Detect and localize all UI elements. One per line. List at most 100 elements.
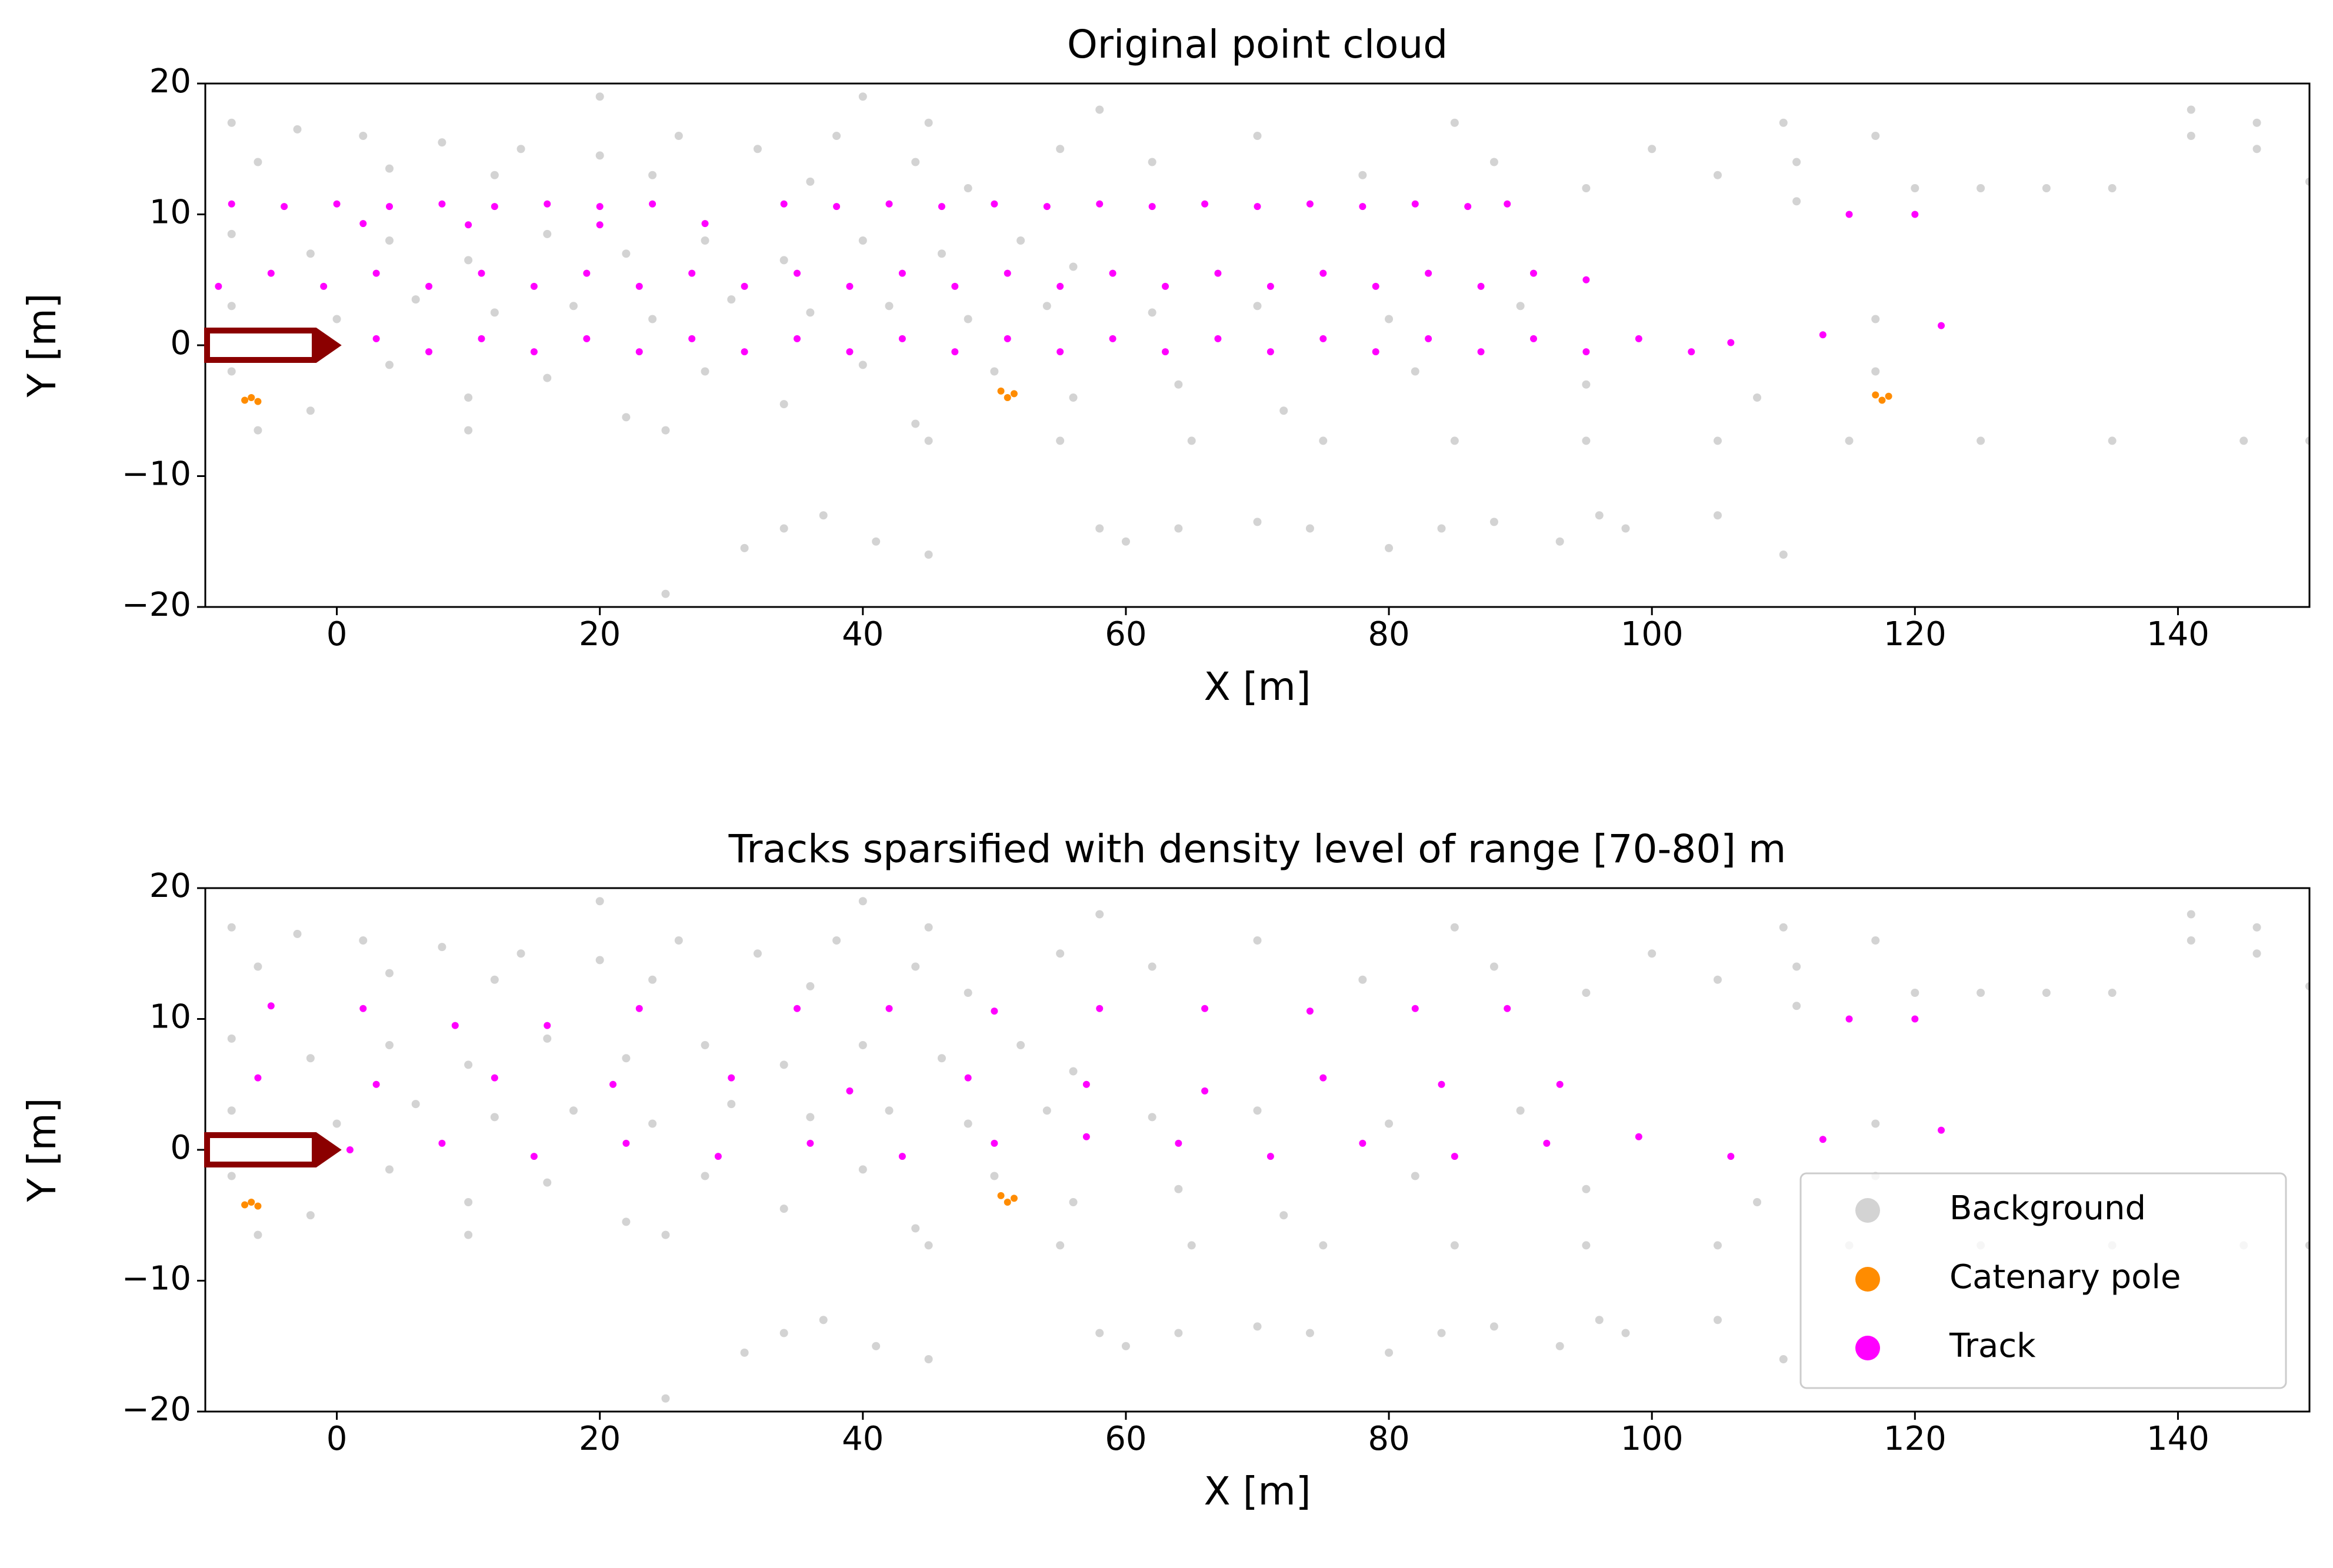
point xyxy=(779,1329,788,1337)
point xyxy=(1582,1185,1591,1193)
x-tick-label: 40 xyxy=(842,1420,884,1458)
point xyxy=(267,269,275,277)
point xyxy=(779,524,788,533)
point xyxy=(1082,1080,1090,1088)
point xyxy=(1109,269,1116,277)
point xyxy=(1911,211,1919,218)
point xyxy=(1042,1106,1051,1115)
point xyxy=(1253,132,1262,140)
point xyxy=(779,1060,788,1069)
point xyxy=(1582,380,1591,389)
x-tick-label: 140 xyxy=(2147,615,2209,653)
point xyxy=(464,1230,473,1239)
point xyxy=(1095,910,1104,919)
point xyxy=(385,164,394,173)
chart-title: Tracks sparsified with density level of … xyxy=(728,826,1787,872)
point xyxy=(227,229,236,238)
point xyxy=(1096,1005,1104,1012)
point xyxy=(596,221,604,229)
y-tick-label: 20 xyxy=(149,62,191,101)
point xyxy=(727,1100,736,1109)
point xyxy=(1010,390,1018,398)
point xyxy=(1489,518,1498,526)
point xyxy=(924,1241,933,1250)
point xyxy=(1437,1329,1446,1337)
point xyxy=(1516,302,1525,311)
point xyxy=(885,1005,893,1012)
point xyxy=(1635,335,1642,342)
point xyxy=(1489,962,1498,971)
point xyxy=(819,1316,828,1325)
point xyxy=(1543,1139,1551,1147)
point xyxy=(372,269,380,277)
point xyxy=(254,962,262,971)
point xyxy=(1713,171,1722,179)
point xyxy=(346,1146,354,1153)
point xyxy=(1529,335,1537,342)
point xyxy=(359,936,368,945)
point xyxy=(1582,184,1591,192)
point xyxy=(635,282,643,290)
point xyxy=(858,1041,867,1049)
point xyxy=(753,145,762,154)
x-tick-label: 40 xyxy=(842,615,884,653)
point xyxy=(1792,1002,1801,1010)
point xyxy=(1450,118,1459,127)
point xyxy=(530,282,538,290)
point xyxy=(794,1005,801,1012)
point xyxy=(688,335,696,342)
point xyxy=(359,132,368,140)
point xyxy=(248,394,255,401)
point xyxy=(1556,1080,1564,1088)
point xyxy=(478,335,485,342)
point xyxy=(701,367,709,376)
point xyxy=(543,229,552,238)
point xyxy=(241,396,249,404)
point xyxy=(411,1100,420,1109)
point xyxy=(727,295,736,304)
point xyxy=(2187,910,2195,919)
point xyxy=(1214,269,1222,277)
point xyxy=(1555,537,1564,546)
point xyxy=(1595,511,1604,520)
point xyxy=(846,282,854,290)
point xyxy=(648,171,657,179)
x-tick-label: 80 xyxy=(1368,615,1409,653)
point xyxy=(1319,1074,1327,1082)
x-tick-label: 100 xyxy=(1621,1420,1684,1458)
point xyxy=(872,537,881,546)
legend-box xyxy=(1799,1172,2287,1389)
point xyxy=(898,269,906,277)
point xyxy=(1555,1342,1564,1350)
point xyxy=(1727,1153,1735,1160)
point xyxy=(385,969,394,978)
point xyxy=(464,256,473,265)
point xyxy=(997,1192,1005,1199)
point xyxy=(372,335,380,342)
point xyxy=(1871,367,1880,376)
point xyxy=(1425,335,1432,342)
x-tick-label: 60 xyxy=(1105,615,1146,653)
x-tick-label: 0 xyxy=(326,1420,348,1458)
point xyxy=(1358,975,1367,984)
point xyxy=(306,1054,315,1063)
point xyxy=(254,158,262,166)
point xyxy=(688,269,696,277)
point xyxy=(964,315,972,323)
point xyxy=(1871,132,1880,140)
point xyxy=(622,413,631,422)
x-tick-label: 100 xyxy=(1621,615,1684,653)
point xyxy=(1175,1139,1182,1147)
point xyxy=(832,936,841,945)
point xyxy=(701,1172,709,1180)
point xyxy=(544,1022,551,1029)
x-tick-label: 140 xyxy=(2147,1420,2209,1458)
x-tick-label: 60 xyxy=(1105,1420,1146,1458)
point xyxy=(438,200,446,208)
x-tick-label: 120 xyxy=(1884,615,1947,653)
point xyxy=(595,956,604,965)
point xyxy=(846,348,854,356)
point xyxy=(1713,1316,1722,1325)
point xyxy=(2239,436,2248,445)
point xyxy=(1056,145,1065,154)
